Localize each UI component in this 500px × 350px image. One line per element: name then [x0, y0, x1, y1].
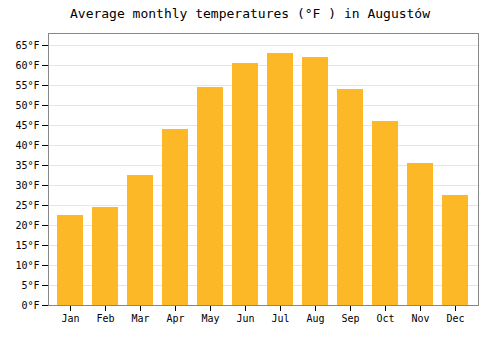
- svg-text:Jan: Jan: [61, 313, 79, 324]
- svg-text:0°F: 0°F: [21, 300, 39, 311]
- svg-text:30°F: 30°F: [15, 180, 39, 191]
- svg-text:May: May: [201, 313, 219, 324]
- svg-text:25°F: 25°F: [15, 200, 39, 211]
- html-text:Average monthly temperatures (: Average monthly temperatures (°F ) in Au…: [70, 6, 430, 21]
- svg-text:Oct: Oct: [376, 313, 394, 324]
- svg-text:Apr: Apr: [166, 313, 184, 324]
- svg-text:Nov: Nov: [411, 313, 429, 324]
- svg-text:Dec: Dec: [446, 313, 464, 324]
- svg-text:65°F: 65°F: [15, 40, 39, 51]
- svg-text:60°F: 60°F: [15, 60, 39, 71]
- svg-text:Aug: Aug: [306, 313, 324, 324]
- svg-text:55°F: 55°F: [15, 80, 39, 91]
- svg-text:5°F: 5°F: [21, 280, 39, 291]
- svg-text:Sep: Sep: [341, 313, 359, 324]
- svg-text:Feb: Feb: [96, 313, 114, 324]
- svg-text:45°F: 45°F: [15, 120, 39, 131]
- svg-text:40°F: 40°F: [15, 140, 39, 151]
- svg-text:35°F: 35°F: [15, 160, 39, 171]
- svg-text:20°F: 20°F: [15, 220, 39, 231]
- svg-text:15°F: 15°F: [15, 240, 39, 251]
- svg-text:Mar: Mar: [131, 313, 149, 324]
- svg-text:10°F: 10°F: [15, 260, 39, 271]
- svg-text:Jul: Jul: [271, 313, 289, 324]
- svg-text:Jun: Jun: [236, 313, 254, 324]
- svg-text:50°F: 50°F: [15, 100, 39, 111]
